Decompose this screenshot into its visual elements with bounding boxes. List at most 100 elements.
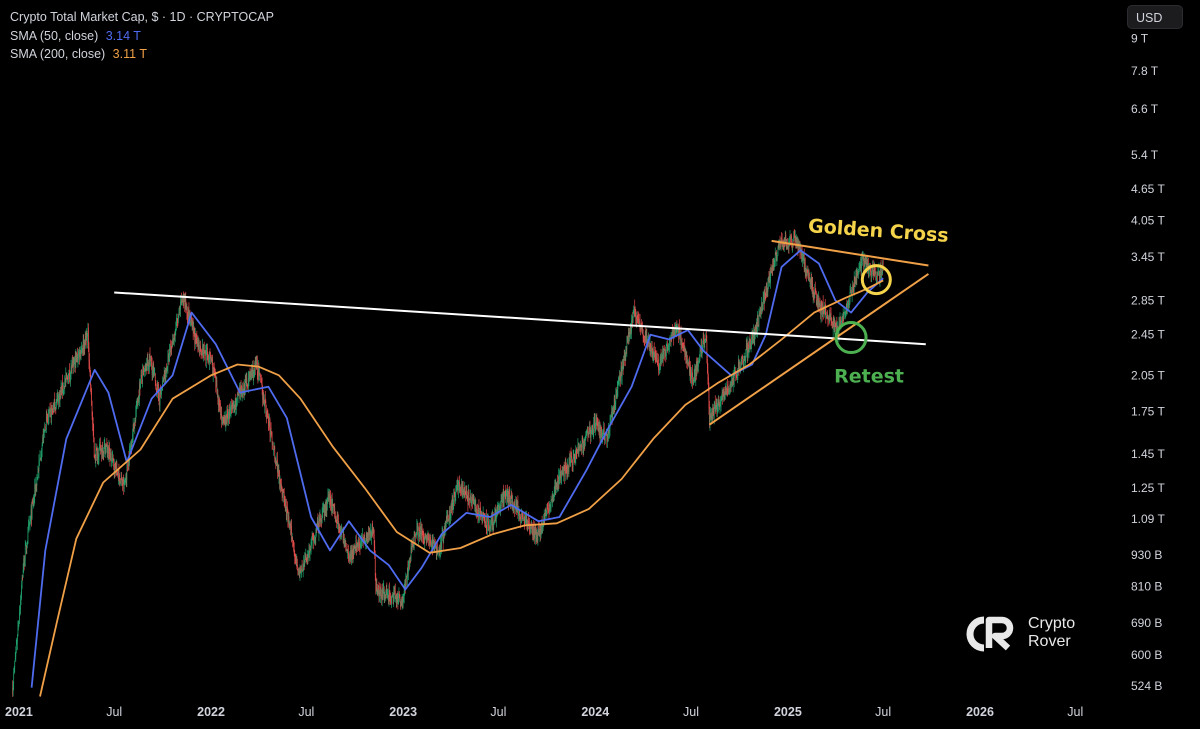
candle-body <box>319 516 321 521</box>
candle-body <box>41 445 43 452</box>
candle-body <box>812 292 814 296</box>
candle-body <box>607 435 608 440</box>
candle-body <box>165 366 167 370</box>
candle-body <box>162 380 164 382</box>
candle-body <box>504 491 506 496</box>
candle-body <box>278 471 280 477</box>
candle-body <box>748 344 749 353</box>
candle-body <box>583 445 585 449</box>
candle-body <box>69 374 71 380</box>
candle-body <box>595 419 597 430</box>
candle-body <box>298 570 299 574</box>
candle-body <box>39 456 41 459</box>
candle-body <box>814 289 816 293</box>
time-axis[interactable]: 2021 Jul 2022 Jul 2023 Jul 2024 Jul 2025 Jul 2026 J… <box>5 705 1083 719</box>
candle-body <box>881 272 882 278</box>
candle-body <box>777 256 778 258</box>
candle-body <box>597 421 598 423</box>
candle-body <box>643 337 645 339</box>
candle-body <box>554 485 556 495</box>
candle-body <box>561 471 562 477</box>
candle-body <box>202 344 203 355</box>
candle-body <box>557 480 558 489</box>
candle-body <box>373 528 375 535</box>
candle-body <box>26 546 28 549</box>
candle-body <box>500 506 501 511</box>
candle-body <box>408 561 410 565</box>
candle-body <box>635 323 637 325</box>
candle-body <box>135 408 137 411</box>
candle-body <box>100 448 102 451</box>
candle-body <box>40 458 42 460</box>
candle-body <box>214 374 216 377</box>
candle-body <box>752 334 753 343</box>
candle-body <box>48 410 50 417</box>
legend-sma200[interactable]: SMA (200, close) 3.11 T <box>10 45 274 64</box>
candle-body <box>632 319 633 323</box>
candle-body <box>801 252 802 256</box>
candle-body <box>184 297 186 305</box>
candle-body <box>310 541 312 553</box>
candle-body <box>206 348 208 350</box>
candle-body <box>873 267 875 273</box>
candle-body <box>449 509 451 519</box>
candle-body <box>59 391 61 400</box>
candle-body <box>580 444 582 447</box>
candle-body <box>879 271 880 280</box>
candle-body <box>709 406 710 424</box>
candle-body <box>341 528 343 530</box>
candle-body <box>477 509 478 517</box>
candle-body <box>230 408 231 412</box>
candle-body <box>62 389 64 393</box>
candle-body <box>103 451 105 453</box>
candle-body <box>503 492 505 502</box>
candle-body <box>529 525 530 529</box>
candle-body <box>420 526 422 534</box>
candle-body <box>458 487 459 491</box>
candle-body <box>435 542 437 554</box>
candle-body <box>843 316 845 319</box>
candle-body <box>531 524 532 528</box>
candle-body <box>49 409 50 411</box>
candle-body <box>333 506 335 510</box>
candle-body <box>424 535 426 537</box>
candle-body <box>464 489 466 494</box>
candle-body <box>756 324 758 331</box>
candle-body <box>769 272 771 281</box>
candle-body <box>418 532 419 538</box>
candle-body <box>482 516 483 519</box>
candle-body <box>81 348 82 353</box>
currency-selector-button[interactable]: USD <box>1127 5 1183 29</box>
candle-body <box>573 455 575 458</box>
candle-body <box>240 386 242 394</box>
candle-body <box>790 237 791 239</box>
candle-body <box>703 337 705 342</box>
candle-body <box>91 405 93 417</box>
candle-body <box>535 531 537 533</box>
candle-body <box>526 517 528 526</box>
candle-body <box>329 496 330 501</box>
candle-body <box>89 360 90 368</box>
candle-body <box>538 528 540 532</box>
candle-body <box>693 379 695 385</box>
candle-body <box>63 384 65 392</box>
candle-body <box>55 407 57 408</box>
candle-body <box>466 490 468 497</box>
candle-body <box>854 280 856 282</box>
candle-body <box>491 518 493 523</box>
candle-body <box>702 345 703 346</box>
candle-body <box>308 553 309 558</box>
candle-body <box>44 426 46 430</box>
legend-sma50[interactable]: SMA (50, close) 3.14 T <box>10 27 274 46</box>
candle-body <box>517 502 518 506</box>
candle-body <box>50 409 51 411</box>
candle-body <box>370 531 372 537</box>
candle-body <box>359 542 360 545</box>
price-axis[interactable]: 9 T7.8 T6.6 T5.4 T4.65 T4.05 T3.45 T2.85… <box>1131 32 1165 693</box>
candle-body <box>807 271 809 276</box>
candle-body <box>537 528 539 541</box>
candle-body <box>699 359 700 363</box>
candle-body <box>397 593 399 604</box>
candle-body <box>493 522 495 526</box>
